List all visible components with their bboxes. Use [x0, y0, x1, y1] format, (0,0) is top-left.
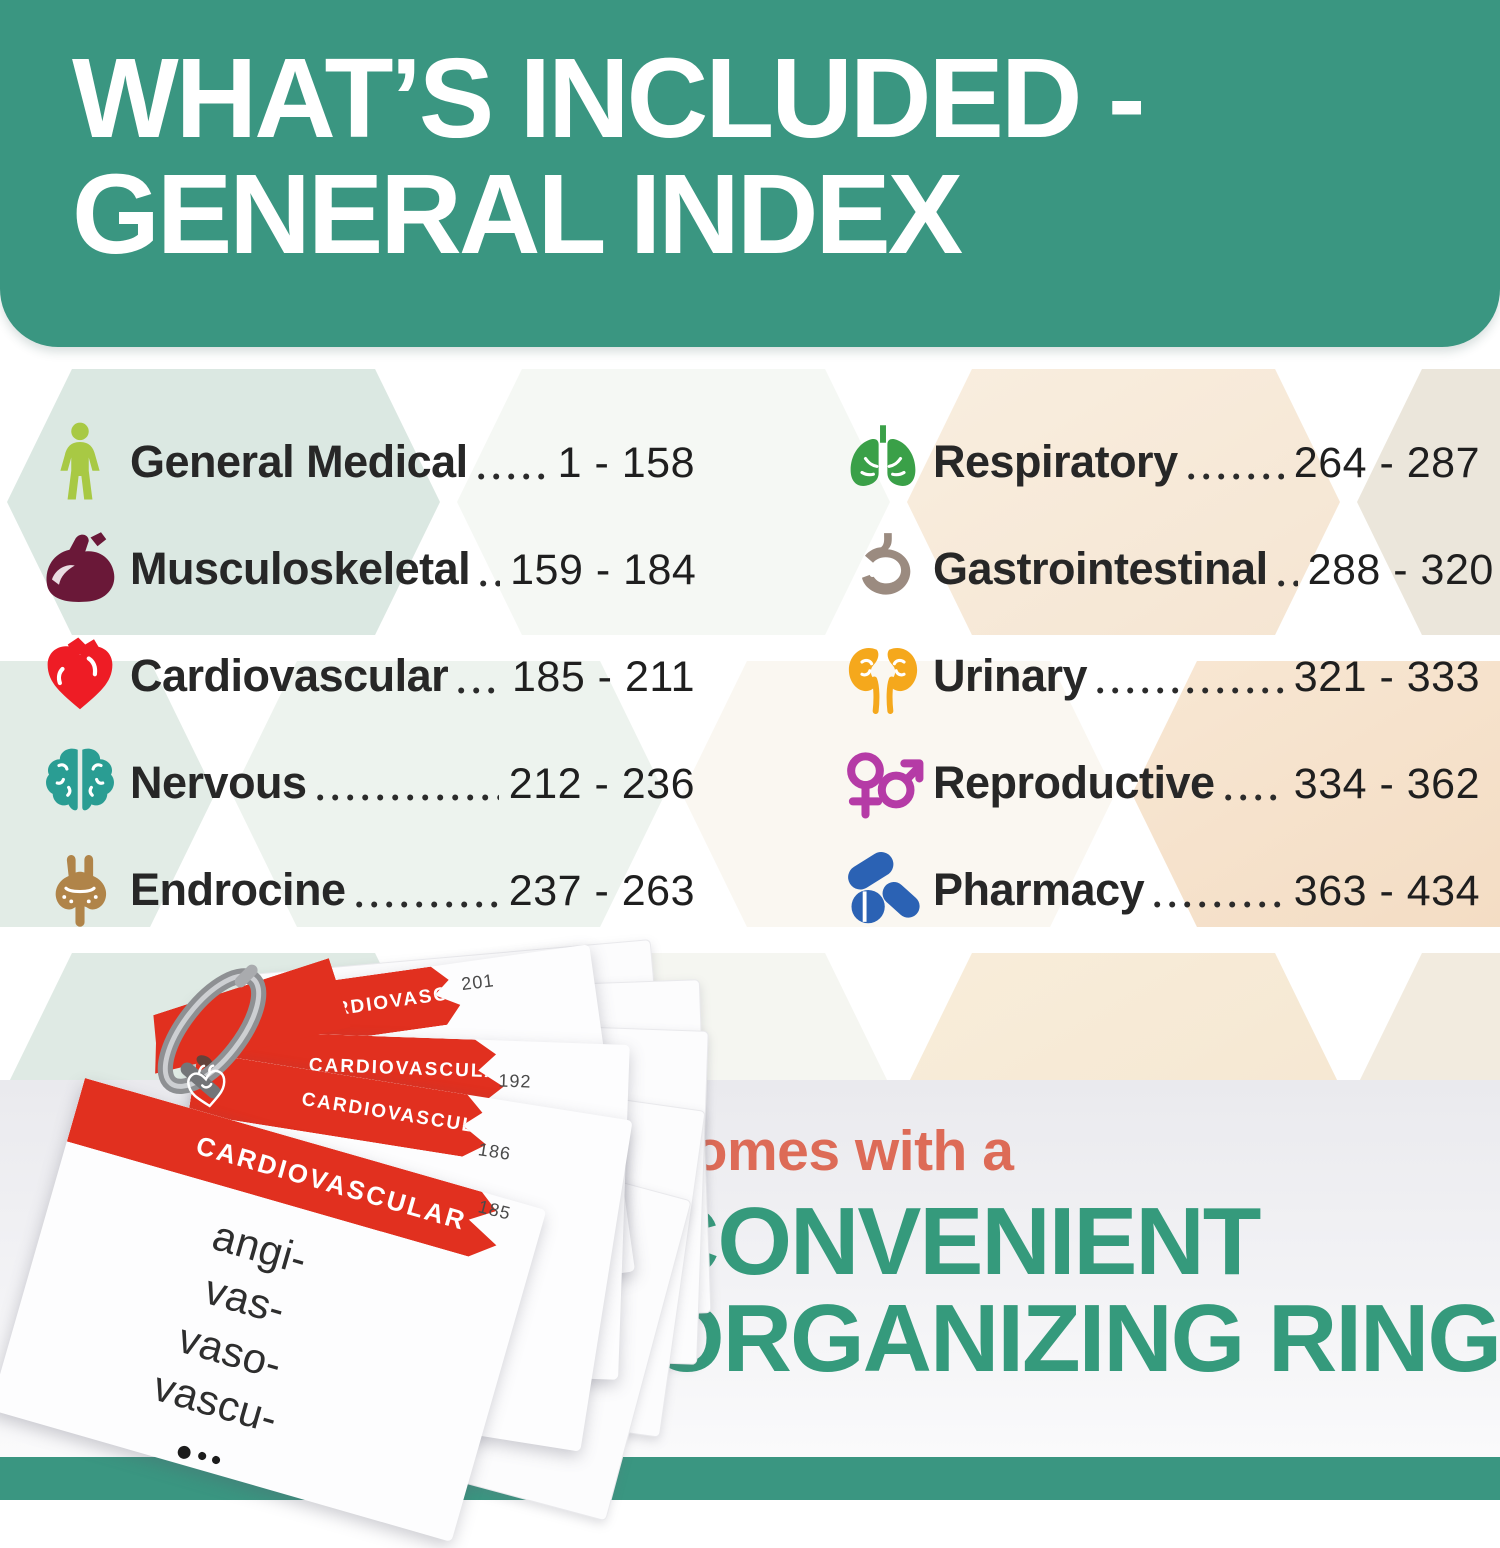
- background-hexagon: [457, 369, 890, 635]
- gender-icon: [833, 741, 933, 825]
- index-label: Endrocine: [130, 864, 346, 915]
- page-title: WHAT’S INCLUDED - GENERAL INDEX: [0, 0, 1500, 273]
- background-hexagon: [682, 661, 1115, 927]
- pills-icon: [833, 848, 933, 932]
- dot-leader: [1187, 473, 1284, 480]
- index-row-cardiovascular: Cardiovascular 185 - 211: [30, 634, 695, 718]
- index-row-reproductive: Reproductive 334 - 362: [833, 741, 1480, 825]
- background-hexagon: [907, 369, 1340, 635]
- index-column-left: General Medical 1 - 158 Musculoskeletal …: [30, 420, 697, 932]
- footer-headline-line1: CONVENIENT: [650, 1188, 1261, 1295]
- card-page-number: 186: [476, 1139, 513, 1165]
- dot-leader: [480, 580, 501, 587]
- index-page-range: 363 - 434: [1293, 867, 1480, 915]
- index-row-gastrointestinal: Gastrointestinal 288 - 320: [833, 527, 1493, 611]
- index-row-urinary: Urinary 321 - 333: [833, 634, 1480, 718]
- page-title-line1: WHAT’S INCLUDED -: [72, 35, 1146, 161]
- dot-leader: [1154, 901, 1284, 908]
- index-page-range: 212 - 236: [508, 760, 695, 808]
- index-label: Cardiovascular: [130, 650, 449, 701]
- card-page-number: 192: [498, 1070, 532, 1092]
- index-label: General Medical: [130, 436, 468, 487]
- index-label: Nervous: [130, 757, 307, 808]
- lungs-icon: [833, 420, 933, 504]
- footer-promo: Comes with a CONVENIENT ORGANIZING RING: [650, 1118, 1500, 1388]
- page-title-line2: GENERAL INDEX: [72, 151, 963, 278]
- dot-leader: [1097, 687, 1284, 694]
- index-row-pharmacy: Pharmacy 363 - 434: [833, 848, 1480, 932]
- dot-leader: [316, 794, 499, 801]
- index-row-musculoskeletal: Musculoskeletal 159 - 184: [30, 527, 697, 611]
- index-column-right: Respiratory 264 - 287 Gastrointestinal 2…: [833, 420, 1493, 932]
- index-page-range: 288 - 320: [1307, 546, 1494, 594]
- header-band: WHAT’S INCLUDED - GENERAL INDEX: [0, 0, 1500, 347]
- dot-leader: [1277, 580, 1298, 587]
- thyroid-icon: [30, 848, 130, 932]
- kidneys-icon: [833, 634, 933, 718]
- brain-icon: [30, 741, 130, 825]
- dot-leader: [458, 687, 502, 694]
- heart-icon: [30, 634, 130, 718]
- stomach-icon: [833, 527, 933, 611]
- index-label: Respiratory: [933, 436, 1178, 487]
- index-label: Urinary: [933, 650, 1088, 701]
- flashcard-ring-photo: CARDIOVASCULAR 201 CARDIOVASCULAR 192 CA…: [66, 939, 712, 1522]
- background-hexagon: [1132, 661, 1500, 927]
- dot-leader: [1224, 794, 1284, 801]
- footer-intro: Comes with a: [652, 1119, 1014, 1183]
- index-row-nervous: Nervous 212 - 236: [30, 741, 695, 825]
- index-page-range: 159 - 184: [510, 546, 697, 594]
- index-page-range: 185 - 211: [511, 653, 695, 701]
- index-label: Reproductive: [933, 757, 1215, 808]
- index-page-range: 1 - 158: [557, 439, 695, 487]
- index-page-range: 237 - 263: [508, 867, 695, 915]
- footer-headline-line2: ORGANIZING RING: [650, 1284, 1500, 1392]
- footer-headline: CONVENIENT ORGANIZING RING: [650, 1188, 1500, 1392]
- muscle-icon: [30, 527, 130, 611]
- index-label: Pharmacy: [933, 864, 1145, 915]
- organizing-ring-icon: [157, 964, 267, 1099]
- index-row-general-medical: General Medical 1 - 158: [30, 420, 695, 504]
- flashcard-front-text: angi- vas- vaso- vascu- ●••: [55, 1182, 406, 1515]
- person-icon: [30, 420, 130, 504]
- dot-leader: [477, 473, 548, 480]
- card-page-number: 201: [460, 970, 496, 995]
- dot-leader: [355, 901, 499, 908]
- index-page-range: 321 - 333: [1293, 653, 1480, 701]
- index-row-endrocine: Endrocine 237 - 263: [30, 848, 695, 932]
- index-label: Musculoskeletal: [130, 543, 471, 594]
- index-label: Gastrointestinal: [933, 543, 1268, 594]
- index-row-respiratory: Respiratory 264 - 287: [833, 420, 1480, 504]
- index-page-range: 334 - 362: [1293, 760, 1480, 808]
- index-page-range: 264 - 287: [1293, 439, 1480, 487]
- heart-outline-icon: [187, 1064, 226, 1108]
